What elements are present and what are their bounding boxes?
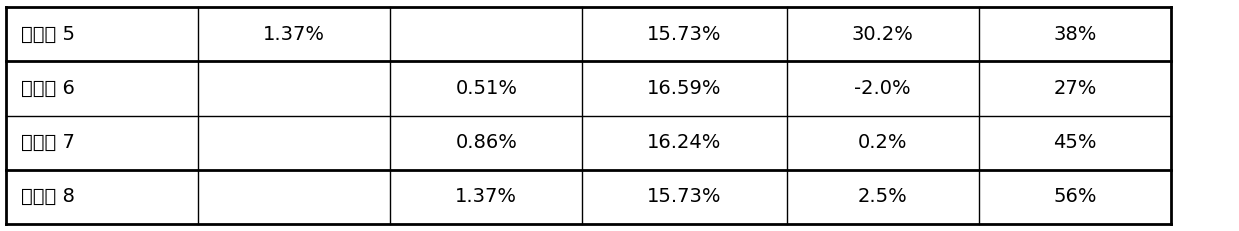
Text: 实施例 5: 实施例 5	[21, 24, 76, 44]
Text: 实施例 6: 实施例 6	[21, 79, 74, 98]
Text: 27%: 27%	[1053, 79, 1097, 98]
Text: -2.0%: -2.0%	[855, 79, 911, 98]
Text: 16.59%: 16.59%	[647, 79, 722, 98]
Text: 38%: 38%	[1053, 24, 1097, 44]
Text: 实施例 8: 实施例 8	[21, 187, 74, 207]
Text: 16.24%: 16.24%	[647, 133, 722, 152]
Text: 0.2%: 0.2%	[859, 133, 907, 152]
Text: 2.5%: 2.5%	[857, 187, 908, 207]
Text: 1.37%: 1.37%	[263, 24, 326, 44]
Text: 56%: 56%	[1053, 187, 1097, 207]
Text: 30.2%: 30.2%	[852, 24, 913, 44]
Text: 15.73%: 15.73%	[647, 24, 722, 44]
Text: 1.37%: 1.37%	[455, 187, 518, 207]
Text: 15.73%: 15.73%	[647, 187, 722, 207]
Text: 45%: 45%	[1053, 133, 1097, 152]
Text: 0.51%: 0.51%	[455, 79, 518, 98]
Text: 0.86%: 0.86%	[456, 133, 517, 152]
Text: 实施例 7: 实施例 7	[21, 133, 74, 152]
